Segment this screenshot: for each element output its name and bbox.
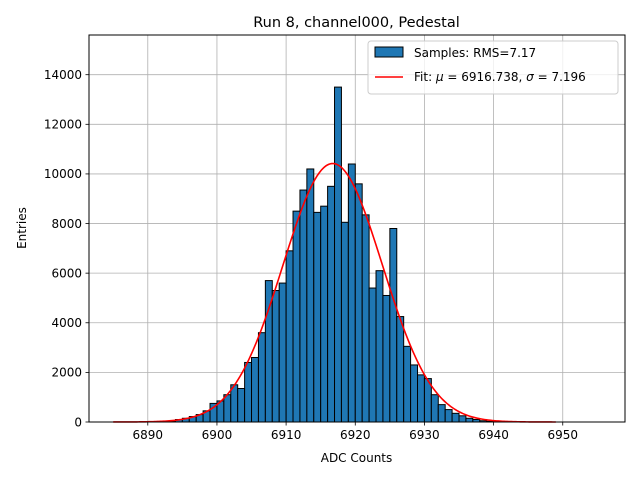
x-tick-label: 6920 — [340, 428, 371, 442]
histogram-bar — [458, 415, 467, 423]
histogram-bar — [368, 287, 377, 423]
y-axis-label: Entries — [15, 207, 29, 249]
x-tick-label: 6930 — [409, 428, 440, 442]
histogram-bar — [271, 290, 280, 423]
y-tick-label: 6000 — [51, 266, 82, 280]
histogram-bar — [285, 250, 294, 423]
histogram-bar — [361, 214, 370, 423]
x-tick-label: 6900 — [202, 428, 233, 442]
chart-title: Run 8, channel000, Pedestal — [253, 15, 460, 31]
histogram-bar — [292, 210, 301, 423]
y-tick-label: 12000 — [44, 118, 82, 132]
histogram-bar — [251, 357, 259, 423]
histogram-bar — [437, 404, 446, 423]
fit-curve — [113, 162, 556, 423]
histogram-bar — [354, 183, 363, 423]
histogram-bar — [230, 384, 239, 423]
histogram-bar — [451, 412, 460, 423]
histogram-bar — [410, 364, 419, 423]
histogram-bar — [313, 211, 322, 423]
x-tick-label: 6890 — [133, 428, 164, 442]
legend-fit-label: Fit: μ = 6916.738, σ = 7.196 — [414, 70, 586, 84]
histogram-bar — [403, 345, 412, 423]
x-tick-label: 6940 — [478, 428, 509, 442]
histogram-bar — [237, 388, 246, 423]
histogram-bar — [299, 189, 308, 423]
histogram-bar — [320, 205, 329, 423]
histogram-bar — [257, 332, 266, 423]
y-tick-label: 10000 — [44, 167, 82, 181]
y-axis-ticks: 0 2000 4000 6000 8000 10000 12000 14000 — [44, 68, 89, 429]
y-tick-label: 0 — [74, 415, 82, 429]
x-tick-label: 6950 — [547, 428, 578, 442]
histogram-bar — [465, 417, 474, 423]
legend-box — [367, 40, 619, 95]
histogram-bar — [389, 228, 398, 423]
plot-frame — [88, 34, 626, 423]
y-tick-label: 4000 — [51, 316, 82, 330]
histogram-bar — [396, 316, 405, 423]
histogram-bar — [417, 374, 425, 423]
legend-samples-patch — [374, 46, 404, 58]
histogram-bar — [223, 394, 232, 423]
x-tick-label: 6910 — [271, 428, 302, 442]
histogram-bar — [444, 409, 453, 423]
histogram-bar — [334, 86, 342, 423]
histogram-bar — [375, 270, 384, 423]
x-axis-label: ADC Counts — [321, 451, 393, 465]
legend: Samples: RMS=7.17 Fit: μ = 6916.738, σ =… — [367, 40, 619, 95]
histogram-bar — [244, 361, 253, 423]
histogram-bar — [278, 282, 287, 423]
histogram-bar — [306, 168, 315, 423]
histogram-bar — [347, 163, 356, 423]
x-axis-ticks: 6890 6900 6910 6920 6930 6940 6950 — [133, 422, 578, 442]
y-tick-label: 2000 — [51, 366, 82, 380]
histogram-bar — [327, 185, 336, 423]
histogram-bar — [430, 394, 439, 423]
legend-samples-label: Samples: RMS=7.17 — [414, 46, 536, 60]
histogram-bar — [340, 221, 349, 423]
histogram-bar — [382, 294, 391, 423]
y-tick-label: 8000 — [51, 217, 82, 231]
y-tick-label: 14000 — [44, 68, 82, 82]
